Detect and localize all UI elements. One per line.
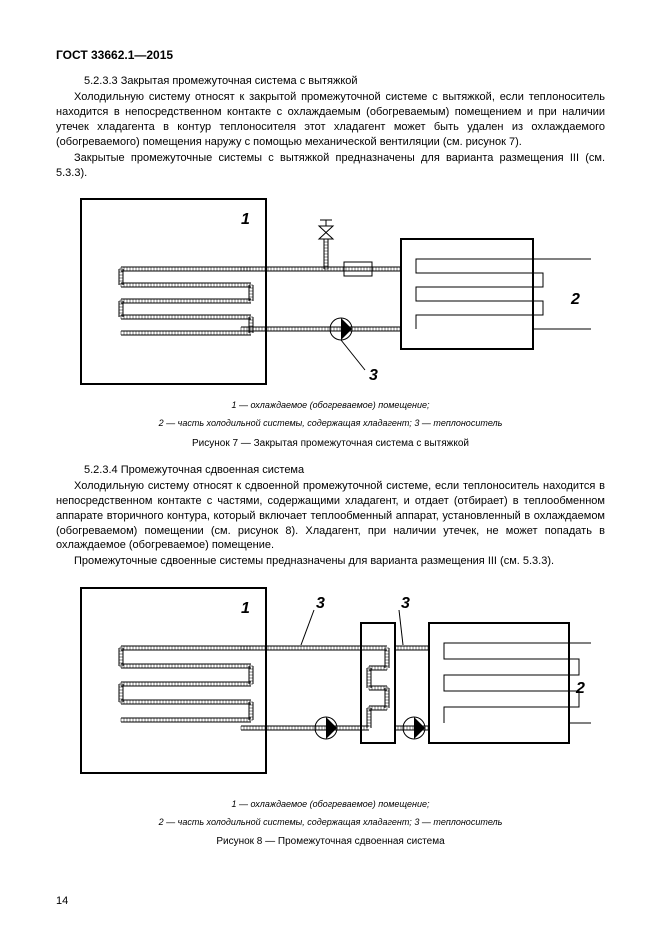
figure-8-legend-line1: 1 — охлаждаемое (обогреваемое) помещение… (56, 799, 605, 811)
svg-text:1: 1 (241, 600, 250, 617)
section-5-2-3-3-p1: Холодильную систему относят к закрытой п… (56, 90, 605, 149)
svg-text:2: 2 (575, 680, 585, 697)
svg-text:3: 3 (369, 367, 378, 384)
page-number: 14 (56, 895, 68, 907)
document-header: ГОСТ 33662.1—2015 (56, 48, 605, 62)
figure-7-legend-line1: 1 — охлаждаемое (обогреваемое) помещение… (56, 400, 605, 412)
svg-text:3: 3 (401, 595, 410, 612)
figure-7-diagram: 1 2 3 (71, 194, 591, 394)
svg-text:1: 1 (241, 211, 250, 228)
document-page: ГОСТ 33662.1—2015 5.2.3.3 Закрытая проме… (0, 0, 661, 935)
figure-8-diagram: 1 2 3 3 (71, 583, 591, 793)
figure-8-legend-line2: 2 — часть холодильной системы, содержаща… (56, 817, 605, 829)
svg-text:3: 3 (316, 595, 325, 612)
figure-7-legend-line2: 2 — часть холодильной системы, содержаща… (56, 418, 605, 430)
section-5-2-3-4-p2: Промежуточные сдвоенные системы предназн… (56, 554, 605, 569)
svg-text:2: 2 (570, 291, 580, 308)
section-5-2-3-3-title: 5.2.3.3 Закрытая промежуточная система с… (56, 74, 605, 88)
section-5-2-3-3-p2: Закрытые промежуточные системы с вытяжко… (56, 151, 605, 181)
section-5-2-3-4-p1: Холодильную систему относят к сдвоенной … (56, 479, 605, 553)
figure-8-caption: Рисунок 8 — Промежуточная сдвоенная сист… (56, 836, 605, 847)
figure-7-caption: Рисунок 7 — Закрытая промежуточная систе… (56, 438, 605, 449)
section-5-2-3-4-title: 5.2.3.4 Промежуточная сдвоенная система (56, 463, 605, 477)
